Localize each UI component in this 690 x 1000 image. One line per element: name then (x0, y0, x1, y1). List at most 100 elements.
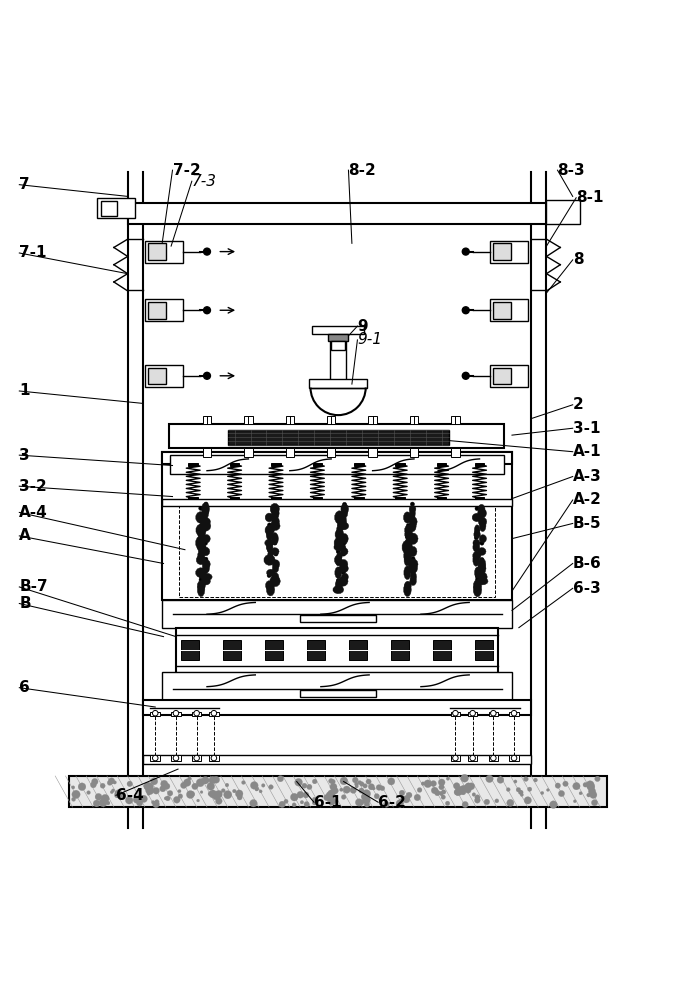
Circle shape (339, 788, 343, 791)
Bar (181, 640, 199, 660)
Bar (162, 672, 512, 700)
Circle shape (396, 800, 404, 807)
Bar (391, 640, 409, 660)
Circle shape (595, 776, 600, 782)
Text: 3-2: 3-2 (19, 479, 47, 494)
Polygon shape (404, 550, 412, 562)
Polygon shape (411, 572, 417, 582)
Bar (188, 497, 198, 499)
Polygon shape (335, 511, 345, 524)
Circle shape (165, 796, 170, 801)
Bar (300, 615, 376, 622)
Polygon shape (266, 528, 273, 540)
Circle shape (520, 791, 523, 794)
Polygon shape (478, 504, 485, 514)
Polygon shape (197, 541, 206, 553)
Circle shape (520, 793, 524, 796)
Bar (101, 201, 117, 216)
Bar (368, 448, 377, 457)
Polygon shape (196, 512, 206, 523)
Circle shape (313, 797, 316, 801)
Circle shape (194, 710, 199, 716)
Circle shape (268, 785, 273, 789)
Circle shape (207, 783, 215, 790)
Bar (493, 368, 511, 384)
Circle shape (586, 781, 594, 789)
Circle shape (115, 790, 122, 797)
Bar (509, 712, 519, 716)
Text: 6-2: 6-2 (378, 795, 406, 810)
Circle shape (511, 755, 517, 761)
Circle shape (400, 790, 405, 796)
Circle shape (406, 523, 411, 527)
Circle shape (405, 535, 409, 539)
Circle shape (326, 792, 333, 799)
Polygon shape (335, 579, 343, 592)
Bar (313, 463, 322, 466)
Bar (410, 448, 418, 457)
Circle shape (468, 783, 475, 790)
Text: 7: 7 (19, 177, 30, 192)
Circle shape (470, 755, 475, 761)
Circle shape (461, 785, 466, 791)
Polygon shape (408, 559, 418, 570)
Circle shape (164, 797, 167, 800)
Text: 7-3: 7-3 (192, 174, 217, 189)
Text: 8-2: 8-2 (348, 163, 376, 178)
Circle shape (464, 783, 472, 791)
Circle shape (454, 789, 460, 795)
Circle shape (453, 710, 458, 716)
Circle shape (302, 783, 307, 788)
Polygon shape (270, 548, 279, 555)
Circle shape (573, 800, 576, 803)
Circle shape (273, 541, 277, 545)
Circle shape (127, 781, 132, 787)
Circle shape (591, 800, 598, 806)
Circle shape (199, 575, 204, 579)
Circle shape (563, 781, 568, 787)
Polygon shape (404, 581, 411, 590)
Polygon shape (341, 515, 346, 528)
Circle shape (152, 787, 159, 794)
Circle shape (126, 797, 133, 804)
Bar (490, 299, 528, 321)
Bar (171, 755, 181, 761)
Circle shape (199, 506, 203, 510)
Polygon shape (402, 540, 413, 554)
Circle shape (140, 795, 148, 802)
Polygon shape (475, 567, 481, 578)
Circle shape (209, 776, 217, 784)
Polygon shape (270, 521, 280, 531)
Polygon shape (273, 564, 279, 573)
Polygon shape (408, 533, 418, 544)
Circle shape (274, 552, 278, 556)
Polygon shape (338, 522, 349, 530)
Text: 9-1: 9-1 (357, 332, 382, 347)
Circle shape (376, 785, 382, 790)
Circle shape (184, 779, 191, 786)
Circle shape (336, 562, 340, 566)
Circle shape (455, 788, 462, 796)
Polygon shape (265, 539, 274, 547)
Circle shape (462, 307, 469, 314)
Circle shape (210, 779, 214, 783)
Circle shape (340, 777, 348, 785)
Circle shape (363, 784, 367, 788)
Polygon shape (272, 507, 279, 520)
Polygon shape (196, 524, 206, 536)
Circle shape (204, 502, 208, 506)
Polygon shape (272, 517, 279, 527)
Circle shape (146, 786, 154, 795)
Circle shape (199, 523, 204, 528)
Circle shape (446, 777, 449, 780)
Circle shape (361, 794, 367, 800)
Bar (327, 448, 335, 457)
Circle shape (307, 784, 312, 790)
Polygon shape (410, 577, 417, 585)
Circle shape (484, 799, 490, 805)
Bar (300, 690, 376, 697)
Circle shape (434, 788, 438, 793)
Circle shape (491, 710, 496, 716)
Circle shape (417, 788, 422, 792)
Circle shape (439, 791, 442, 795)
